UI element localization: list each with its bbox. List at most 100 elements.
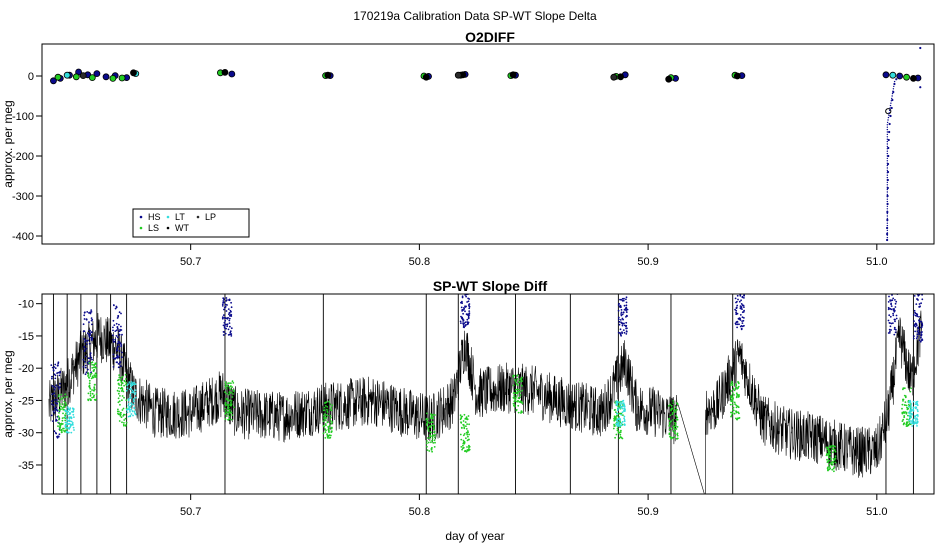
slope-diff-point-ls xyxy=(612,427,615,430)
slope-diff-point-ls xyxy=(228,417,231,419)
o2diff-xtick-label: 50.9 xyxy=(637,256,658,268)
slope-diff-point-lt xyxy=(909,412,912,415)
slope-diff-point-hs xyxy=(116,342,119,345)
o2diff-ytick-label: -100 xyxy=(12,111,34,123)
slope-diff-point-hs xyxy=(85,347,88,350)
slope-diff-point-lt xyxy=(132,390,135,393)
slope-diff-point-ls xyxy=(730,415,732,418)
slope-diff-point-ls xyxy=(118,390,121,393)
slope-diff-point-hs xyxy=(889,325,892,328)
slope-diff-point-ls xyxy=(460,438,463,441)
slope-diff-point-lt xyxy=(126,384,129,387)
slope-diff-point-hs xyxy=(56,364,59,367)
slope-diff-point-ls xyxy=(121,375,124,378)
slope-diff-point-lt xyxy=(621,420,624,423)
slope-diff-point-hs xyxy=(464,305,466,308)
slope-diff-point-hs xyxy=(917,330,920,332)
slope-diff-point-ls xyxy=(512,402,515,405)
slope-diff-point-hs xyxy=(112,329,114,332)
slope-diff-point-ls xyxy=(227,413,230,416)
slope-diff-point-hs xyxy=(53,412,56,414)
slope-diff-point-ls xyxy=(119,379,122,382)
slope-diff-point-hs xyxy=(112,326,114,329)
slope-diff-point-hs xyxy=(53,407,56,410)
o2diff-point-wt xyxy=(733,72,741,80)
slope-diff-point-hs xyxy=(83,338,85,340)
slope-diff-point-hs xyxy=(113,304,115,307)
slope-diff-point-ls xyxy=(325,413,327,416)
slope-diff-point-ls xyxy=(672,419,675,421)
o2diff-point-hs xyxy=(93,70,101,77)
slope-diff-xtick-label: 51.0 xyxy=(866,506,887,518)
slope-diff-point-hs xyxy=(917,327,920,330)
panel-o2diff: O2DIFF 50.7 50.8 50.9 51.0 0 -100 -200 -300 -400… xyxy=(1,29,935,268)
slope-diff-point-hs xyxy=(915,303,918,305)
slope-diff-point-ls xyxy=(907,414,909,417)
slope-diff-point-hs xyxy=(51,403,53,406)
slope-diff-point-hs xyxy=(623,331,626,334)
o2diff-ytick-label: -300 xyxy=(12,191,34,203)
slope-diff-point-lt xyxy=(916,408,919,411)
slope-diff-point-hs xyxy=(85,371,88,374)
slope-diff-point-lt xyxy=(619,419,622,421)
slope-diff-point-ls xyxy=(459,433,462,436)
slope-diff-point-lt xyxy=(70,431,73,434)
slope-diff-point-ls xyxy=(733,394,735,396)
slope-diff-point-hs xyxy=(221,316,224,319)
slope-diff-point-ls xyxy=(330,434,332,437)
slope-diff-point-ls xyxy=(425,424,428,426)
slope-diff-point-ls xyxy=(66,396,68,398)
slope-diff-point-hs xyxy=(737,298,739,301)
slope-diff-point-hs xyxy=(83,314,86,317)
slope-diff-point-hs xyxy=(618,320,620,323)
slope-diff-point-ls xyxy=(517,391,520,393)
slope-diff-point-hs xyxy=(51,366,54,369)
slope-diff-point-hs xyxy=(893,291,895,293)
slope-diff-point-hs xyxy=(467,314,470,317)
slope-diff-point-ls xyxy=(519,390,521,393)
slope-diff-point-hs xyxy=(893,326,896,329)
slope-diff-ytick-label: -25 xyxy=(18,395,34,407)
slope-diff-point-ls xyxy=(324,428,327,430)
slope-diff-point-ls xyxy=(902,388,904,391)
o2diff-point-ls xyxy=(54,73,62,81)
slope-diff-point-ls xyxy=(513,395,515,397)
slope-diff-point-lt xyxy=(134,413,137,416)
slope-diff-point-ls xyxy=(63,406,66,408)
slope-diff-point-lt xyxy=(616,420,619,423)
o2diff-point-hs xyxy=(896,72,904,80)
slope-diff-point-hs xyxy=(89,355,92,357)
slope-diff-point-hs xyxy=(620,306,622,308)
slope-diff-point-hs xyxy=(222,300,225,302)
slope-diff-point-hs xyxy=(916,330,919,333)
slope-diff-point-hs xyxy=(464,294,467,296)
slope-diff-point-lt xyxy=(617,401,619,404)
slope-diff-point-ls xyxy=(613,423,615,426)
slope-diff-point-ls xyxy=(617,413,620,415)
o2diff-drift-dot xyxy=(886,152,889,155)
slope-diff-point-ls xyxy=(93,374,96,377)
slope-diff-point-lt xyxy=(128,381,131,383)
slope-diff-point-hs xyxy=(735,313,738,315)
slope-diff-point-ls xyxy=(831,448,834,451)
slope-diff-point-hs xyxy=(121,333,123,336)
slope-diff-point-ls xyxy=(464,421,467,423)
slope-diff-point-lt xyxy=(128,405,131,408)
slope-diff-point-hs xyxy=(916,298,918,300)
slope-diff-point-lt xyxy=(914,417,916,420)
o2diff-drift-dot xyxy=(886,126,889,128)
slope-diff-point-hs xyxy=(54,367,57,370)
slope-diff-point-ls xyxy=(95,398,97,401)
slope-diff-point-hs xyxy=(55,432,58,435)
slope-diff-point-hs xyxy=(890,329,892,331)
slope-diff-point-hs xyxy=(91,318,94,321)
slope-diff-point-hs xyxy=(736,304,739,307)
slope-diff-point-hs xyxy=(90,317,93,319)
o2diff-ytick-label: -200 xyxy=(12,151,34,163)
slope-diff-point-hs xyxy=(892,285,894,287)
slope-diff-point-hs xyxy=(913,309,916,312)
slope-diff-point-hs xyxy=(460,301,462,304)
slope-diff-point-ls xyxy=(61,417,64,419)
slope-diff-point-ls xyxy=(93,386,96,388)
slope-diff-point-ls xyxy=(329,416,332,419)
